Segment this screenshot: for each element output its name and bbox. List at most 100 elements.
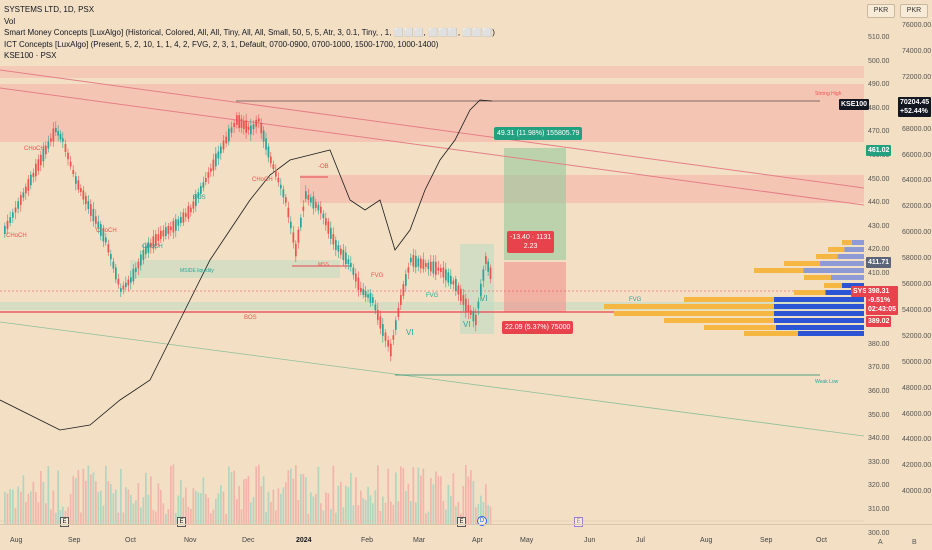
volume-bar	[420, 475, 422, 524]
log-scale-button[interactable]: B	[912, 539, 917, 546]
dividend-event-icon[interactable]: D	[477, 516, 487, 526]
index-tick-label: 42000.00	[902, 462, 932, 470]
candle-body	[367, 294, 369, 298]
volume-bar	[430, 477, 432, 524]
candle-body	[295, 243, 297, 257]
candle-body	[285, 197, 287, 203]
earnings-event-icon[interactable]: E	[60, 517, 69, 527]
candle-body	[220, 146, 222, 154]
price-tick-label: 510.00	[868, 34, 890, 41]
volume-bar	[14, 507, 17, 524]
candle-body	[228, 128, 230, 142]
price-tick-label: 300.00	[868, 529, 890, 537]
candle-body	[255, 119, 258, 127]
candle-body	[165, 227, 167, 237]
candle-body	[27, 179, 30, 191]
auto-scale-button[interactable]: A	[878, 539, 883, 546]
index-tick-label: 58000.00	[902, 255, 932, 263]
candle-body	[320, 206, 322, 214]
measure-up-label[interactable]: 49.31 (11.98%) 155805.79	[494, 127, 583, 140]
volume-indicator-label[interactable]: Vol	[4, 16, 16, 26]
volume-bar	[297, 500, 300, 524]
liquidity-zone	[130, 260, 340, 278]
volume-bar	[228, 466, 230, 524]
candle-body	[475, 314, 477, 326]
candle-body	[489, 267, 492, 280]
candle-body	[364, 291, 367, 297]
price-tick-label: 500.00	[868, 57, 890, 65]
volume-bar	[155, 511, 157, 524]
candle-body	[82, 190, 85, 200]
volume-bar	[470, 469, 472, 524]
candle-body	[130, 277, 132, 283]
price-tick-label: 380.00	[868, 340, 890, 348]
symbol-title[interactable]: SYSTEMS LTD, 1D, PSX	[4, 5, 95, 14]
volume-bar	[350, 472, 352, 524]
candle-body	[233, 123, 236, 127]
bos-label: BOS	[193, 195, 206, 201]
volume-bar	[337, 485, 340, 524]
candle-body	[374, 304, 377, 311]
candle-body	[77, 180, 80, 190]
candle-body	[215, 153, 217, 167]
volume-bar	[95, 481, 97, 524]
candle-body	[267, 146, 270, 158]
choch-label: CHoCH	[96, 228, 117, 234]
earnings-event-icon[interactable]: E	[574, 517, 583, 527]
candle-body	[345, 252, 347, 265]
left-currency-button[interactable]: PKR	[867, 4, 895, 18]
candle-body	[275, 170, 277, 177]
volume-bar	[364, 500, 367, 524]
candle-body	[277, 177, 280, 183]
volume-bar	[6, 493, 9, 524]
candle-body	[135, 267, 137, 273]
candle-body	[312, 196, 315, 209]
volume-bar	[367, 486, 369, 524]
candle-body	[379, 316, 382, 329]
right-currency-button[interactable]: PKR	[900, 4, 928, 18]
price-scales[interactable]: PKR PKR 510.00 500.00 490.00 480.00 470.00 46…	[839, 0, 932, 537]
candle-body	[117, 278, 120, 285]
measure-mid-line1: -13.40 · 1131	[510, 234, 552, 241]
volume-bar	[260, 486, 263, 524]
earnings-event-icon[interactable]: E	[177, 517, 186, 527]
volume-bar	[192, 488, 195, 524]
volume-bar	[462, 485, 465, 524]
measure-down-label[interactable]: 22.09 (5.37%) 75000	[502, 321, 574, 334]
volume-bar	[245, 478, 248, 524]
price-chart[interactable]	[0, 0, 864, 524]
level-tag-389: 389.02	[866, 316, 892, 327]
index-tick-label: 62000.00	[902, 203, 932, 211]
candle-body	[80, 188, 82, 192]
time-tick-label: Nov	[184, 537, 197, 544]
ict-indicator-label[interactable]: ICT Concepts [LuxAlgo] (Present, 5, 2, 1…	[4, 39, 439, 49]
volume-bar	[107, 481, 110, 524]
price-tick-label: 450.00	[868, 175, 890, 183]
candle-body	[440, 267, 442, 273]
compare-symbol-label[interactable]: KSE100 · PSX	[4, 51, 57, 60]
volume-bar	[147, 494, 150, 524]
chart-pane[interactable]: SYSTEMS LTD, 1D, PSX Vol Smart Money Con…	[0, 0, 864, 527]
candle-body	[112, 261, 115, 269]
volume-bar	[372, 503, 374, 524]
volume-profile-bar	[831, 275, 864, 280]
volume-profile-bar	[820, 261, 864, 266]
volume-bar	[447, 484, 450, 524]
volume-bar	[265, 511, 267, 524]
candle-body	[140, 254, 142, 266]
candle-body	[25, 186, 27, 194]
candle-body	[395, 320, 397, 330]
candle-body	[445, 269, 447, 281]
earnings-event-icon[interactable]: E	[457, 517, 466, 527]
candle-body	[430, 261, 432, 272]
smc-indicator-label[interactable]: Smart Money Concepts [LuxAlgo] (Historic…	[4, 28, 495, 37]
volume-bar	[360, 490, 362, 524]
measure-mid-label[interactable]: -13.40 · 1131 2.23	[507, 231, 555, 253]
volume-bar	[69, 493, 72, 524]
time-axis[interactable]: Aug Sep Oct Nov Dec 2024 Feb Mar Apr May Jun Jul Aug…	[0, 524, 932, 550]
volume-bar	[30, 491, 32, 524]
volume-bar	[445, 509, 447, 524]
volume-bar	[55, 512, 57, 524]
sys-symbol-tag: SYS	[851, 286, 870, 297]
fvg-label: FVG	[629, 297, 642, 303]
